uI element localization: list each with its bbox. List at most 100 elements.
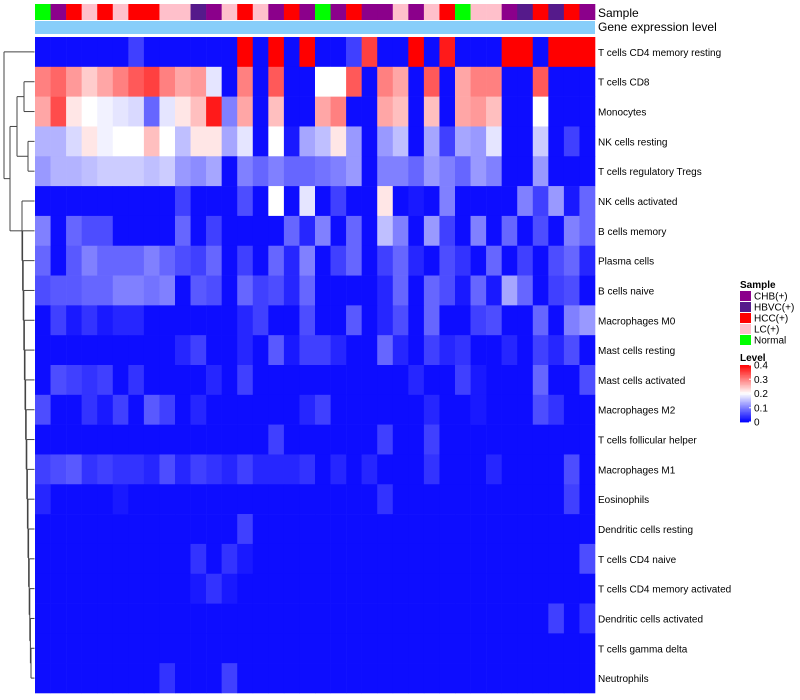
sample-annotation-cell	[315, 4, 331, 20]
heatmap-cell	[268, 573, 285, 604]
heatmap-cell	[35, 365, 51, 396]
heatmap-cell	[532, 663, 549, 694]
heatmap-cell	[517, 96, 534, 127]
sample-annotation-cell	[377, 4, 394, 20]
heatmap-cell	[299, 37, 316, 68]
heatmap-cell	[517, 394, 534, 425]
sample-annotation-cell	[517, 4, 534, 20]
heatmap-cell	[112, 275, 129, 306]
heatmap-cell	[35, 215, 51, 247]
heatmap-cell	[112, 484, 129, 515]
heatmap-cell	[315, 126, 331, 157]
heatmap-cell	[81, 424, 98, 455]
level-legend-gradient-step	[740, 387, 751, 390]
heatmap-cell	[548, 186, 565, 217]
heatmap-cell	[579, 573, 596, 604]
heatmap-cell	[237, 215, 254, 247]
heatmap-cell	[408, 126, 425, 157]
sample-legend-swatch	[740, 302, 751, 312]
heatmap-cell	[361, 573, 378, 604]
heatmap-cell	[299, 186, 316, 217]
heatmap-cell	[439, 305, 456, 336]
level-legend-gradient-step	[740, 409, 751, 411]
heatmap-cell	[517, 37, 534, 68]
heatmap-cell	[439, 454, 456, 485]
heatmap-cell	[299, 394, 316, 425]
heatmap-cell	[283, 663, 300, 694]
heatmap-cell	[423, 186, 440, 217]
heatmap-cell	[392, 633, 409, 664]
heatmap-cell	[237, 514, 254, 545]
heatmap-cell	[423, 484, 440, 515]
heatmap-cell	[128, 394, 145, 425]
heatmap-cell	[97, 514, 114, 545]
heatmap-cell	[486, 305, 502, 336]
level-legend-title: Level	[740, 353, 766, 364]
heatmap-cell	[81, 37, 98, 68]
heatmap-cell	[579, 454, 596, 485]
heatmap-cell	[112, 126, 129, 157]
heatmap-cell	[377, 603, 394, 634]
heatmap-cell	[50, 126, 67, 157]
heatmap-cell	[221, 245, 238, 276]
sample-annotation-cell	[283, 4, 300, 20]
heatmap-cell	[128, 514, 145, 545]
heatmap-cell	[283, 454, 300, 485]
heatmap-cell	[439, 394, 456, 425]
heatmap-cell	[175, 454, 191, 485]
heatmap-cell	[455, 365, 471, 396]
heatmap-cell	[143, 186, 160, 217]
heatmap-cell	[206, 543, 222, 575]
heatmap-cell	[159, 454, 176, 485]
heatmap-cell	[486, 245, 502, 276]
heatmap-cell	[455, 156, 471, 187]
heatmap-cell	[501, 633, 518, 664]
heatmap-cell	[486, 37, 502, 68]
heatmap-cell	[501, 394, 518, 425]
heatmap-cell	[283, 215, 300, 247]
heatmap-cell	[486, 96, 502, 127]
heatmap-cell	[361, 126, 378, 157]
heatmap-cell	[501, 573, 518, 604]
level-legend-gradient-step	[740, 393, 751, 396]
heatmap-cell	[206, 365, 222, 396]
heatmap-cell	[221, 96, 238, 127]
heatmap-cell	[548, 215, 565, 247]
heatmap-cell	[346, 156, 362, 187]
heatmap-cell	[439, 484, 456, 515]
level-legend-gradient-step	[740, 392, 751, 394]
level-legend-gradient-step	[740, 406, 751, 409]
heatmap-cell	[330, 335, 347, 366]
heatmap-cell	[175, 663, 191, 694]
heatmap-cell	[423, 603, 440, 634]
heatmap-cell	[532, 365, 549, 396]
heatmap-cell	[66, 365, 82, 396]
heatmap-cell	[330, 126, 347, 157]
heatmap-cell	[283, 156, 300, 187]
level-legend-gradient-step	[740, 386, 751, 389]
heatmap-cell	[377, 275, 394, 306]
sample-annotation-cell	[455, 4, 471, 20]
heatmap-cell	[532, 186, 549, 217]
heatmap-cell	[439, 245, 456, 276]
heatmap-cell	[408, 454, 425, 485]
level-legend-tick-label: 0.1	[754, 403, 768, 414]
heatmap-cell	[330, 245, 347, 276]
heatmap-cell	[548, 245, 565, 276]
heatmap-cell	[35, 186, 51, 217]
heatmap-cell	[361, 335, 378, 366]
heatmap-cell	[563, 126, 580, 157]
heatmap-cell	[423, 454, 440, 485]
heatmap-cell	[66, 633, 82, 664]
heatmap-cell	[112, 424, 129, 455]
heatmap-cell	[346, 573, 362, 604]
heatmap-cell	[283, 543, 300, 575]
heatmap-cell	[517, 454, 534, 485]
heatmap-cell	[50, 573, 67, 604]
heatmap-cell	[423, 96, 440, 127]
heatmap-cell	[392, 514, 409, 545]
heatmap-cell	[206, 394, 222, 425]
heatmap-cell	[408, 394, 425, 425]
heatmap-cell	[563, 484, 580, 515]
heatmap-cell	[408, 215, 425, 247]
